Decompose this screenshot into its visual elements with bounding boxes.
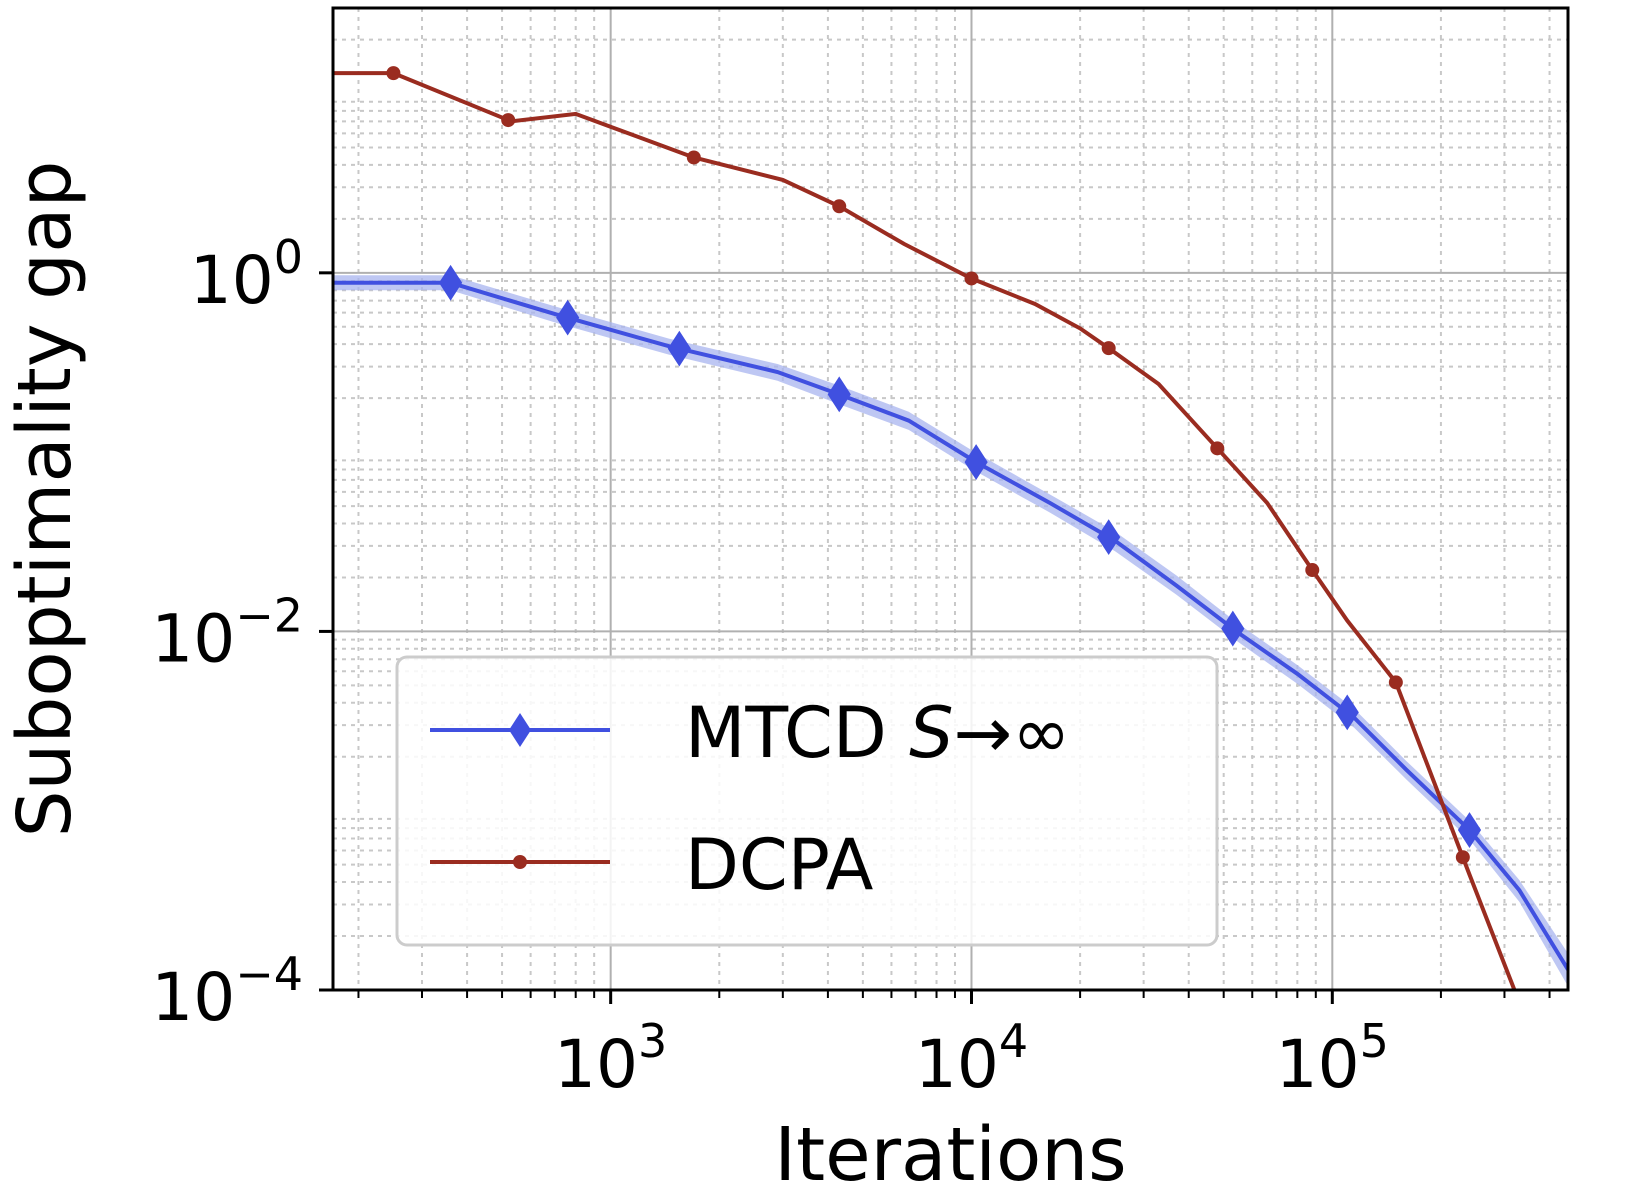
y-tick-base: 10 (190, 242, 274, 319)
x-tick-base: 10 (554, 1026, 638, 1103)
x-tick-base: 10 (915, 1026, 999, 1103)
legend-label-mtcd: MTCD S→∞ (685, 692, 1071, 774)
y-tick-label: 100 (190, 230, 303, 319)
x-tick-exp: 5 (1360, 1014, 1389, 1068)
mtcd-marker (1097, 519, 1121, 556)
mtcd-series-line (333, 280, 1568, 971)
dcpa-marker (1101, 341, 1116, 356)
y-tick-exp: −2 (235, 588, 303, 642)
mtcd-marker (438, 264, 463, 301)
mtcd-marker (667, 330, 691, 367)
dcpa-marker (1388, 675, 1403, 690)
axis-ticks (319, 271, 1551, 1004)
mtcd-marker (556, 299, 580, 336)
y-tick-base: 10 (151, 600, 235, 677)
y-tick-exp: 0 (274, 230, 303, 284)
legend-label-dcpa: DCPA (685, 824, 874, 906)
dcpa-marker (686, 150, 701, 165)
x-tick-label: 105 (1276, 1014, 1389, 1103)
legend-marker-mtcd (509, 713, 531, 747)
dcpa-marker (1305, 563, 1320, 578)
dcpa-marker (386, 66, 401, 81)
legend-marker-dcpa (513, 855, 527, 869)
legend-label-mtcd-tail: →∞ (954, 692, 1071, 774)
axes-frame (331, 6, 1570, 992)
dcpa-marker (1210, 441, 1225, 456)
x-tick-base: 10 (1276, 1026, 1360, 1103)
dcpa-series-line (333, 71, 1517, 990)
mtcd-marker (1457, 812, 1482, 848)
mtcd-marker (1335, 694, 1359, 731)
y-tick-label: 10−2 (151, 588, 303, 677)
x-tick-label: 103 (554, 1014, 667, 1103)
legend: MTCD S→∞ DCPA (395, 655, 1219, 947)
mtcd-marker (964, 444, 988, 481)
legend-label-mtcd-var: S (909, 692, 953, 774)
series-layer (333, 66, 1568, 990)
series-clip-group (333, 66, 1568, 990)
x-tick-exp: 4 (999, 1014, 1028, 1068)
mtcd-marker (827, 376, 851, 413)
x-tick-label: 104 (915, 1014, 1028, 1103)
y-tick-exp: −4 (235, 947, 303, 1001)
y-tick-base: 10 (151, 959, 235, 1036)
mtcd-marker (1221, 610, 1245, 647)
dcpa-marker (501, 113, 516, 128)
y-axis-label: Suboptimality gap (2, 161, 88, 838)
dcpa-marker (832, 199, 847, 214)
x-axis-label: Iterations (774, 1112, 1126, 1196)
legend-label-mtcd-main: MTCD (685, 692, 909, 774)
dcpa-marker (1455, 850, 1470, 865)
y-tick-label: 10−4 (151, 947, 303, 1036)
x-tick-exp: 3 (638, 1014, 667, 1068)
dcpa-marker (964, 271, 979, 286)
